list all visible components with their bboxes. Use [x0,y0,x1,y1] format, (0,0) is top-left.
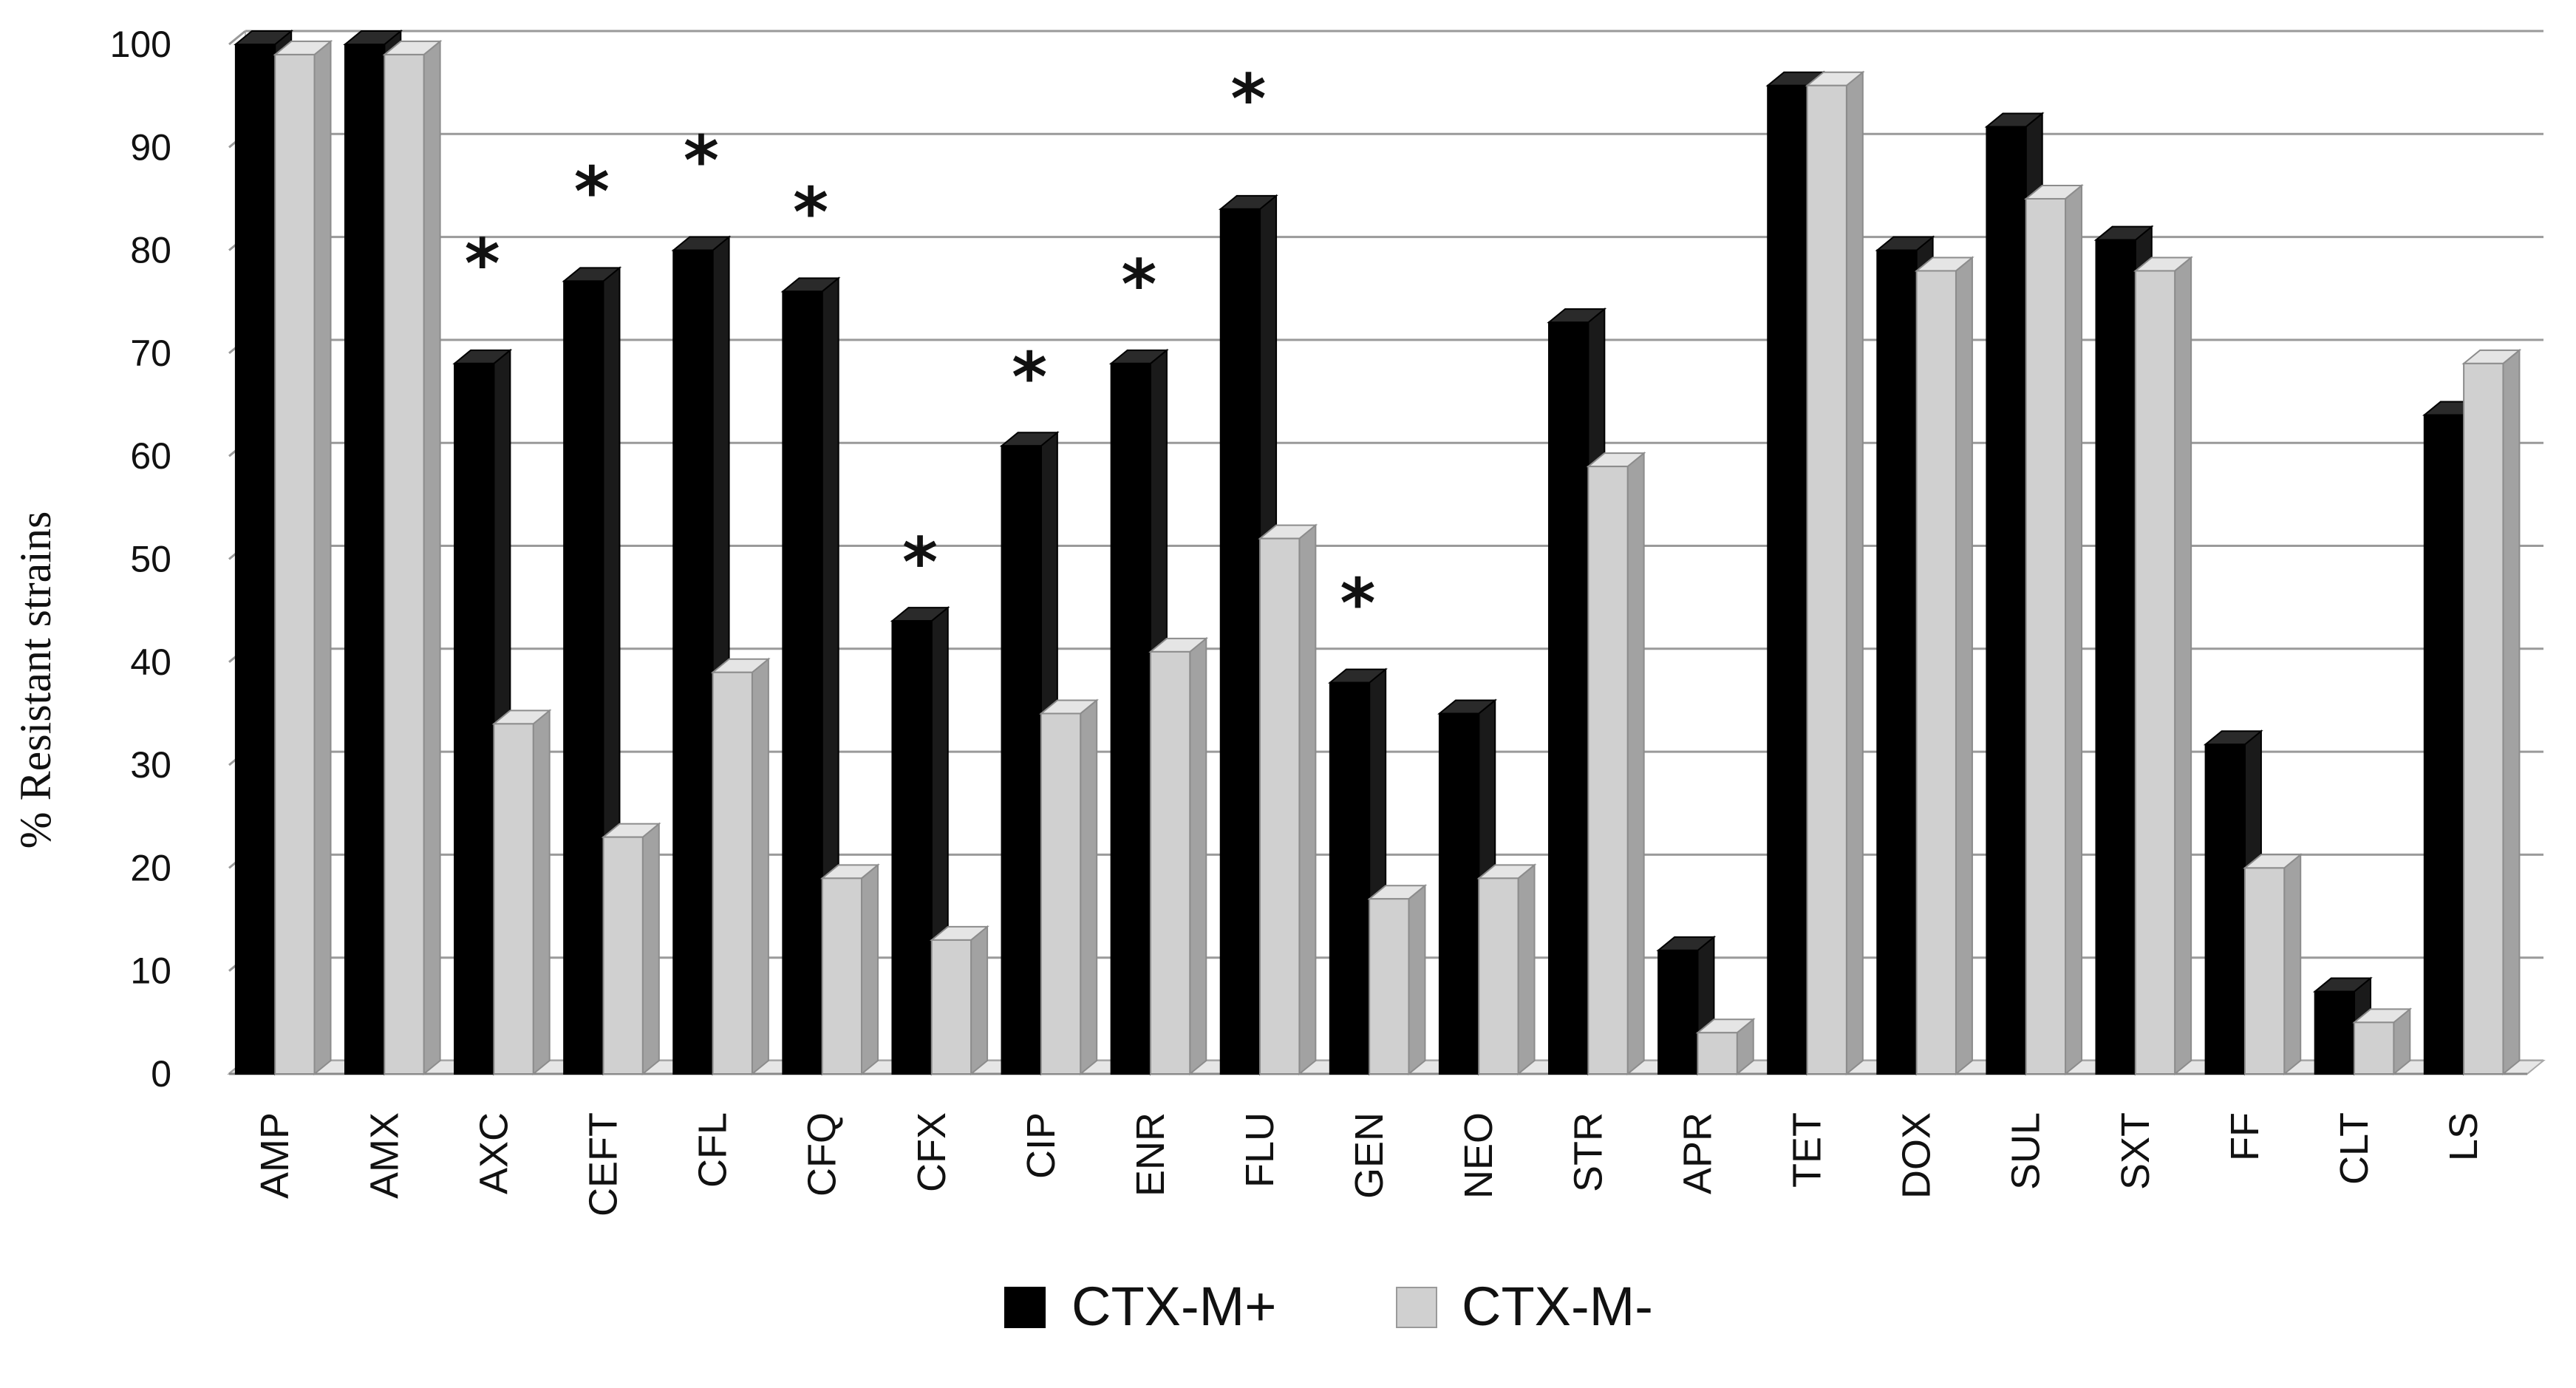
bar-amx-ctx-m-minus [382,39,443,1076]
significance-star-gen: * [1340,564,1375,643]
legend-swatch-ctx-m-plus [1004,1287,1046,1328]
bar-ls-ctx-m-minus [2461,348,2522,1076]
x-tick-label-cfx: CFX [910,1112,954,1192]
y-axis-label: % Resistant strains [11,511,60,849]
x-tick-label-neo: NEO [1456,1112,1501,1199]
x-tick-label-cip: CIP [1019,1112,1063,1179]
bars [234,29,2522,1076]
x-tick-label-ff: FF [2223,1112,2267,1161]
bar-tet-ctx-m-minus [1805,70,1865,1076]
bar-cfl-ctx-m-minus [710,657,771,1076]
y-tick-label-0: 0 [151,1053,171,1095]
significance-star-cfq: * [793,173,828,252]
x-tick-label-dox: DOX [1895,1112,1939,1199]
x-tick-label-ceft: CEFT [581,1112,625,1217]
y-tick-label-60: 60 [130,435,171,477]
x-tick-label-cfq: CFQ [800,1112,845,1197]
bar-amp-ctx-m-minus [273,39,333,1076]
bar-enr-ctx-m-minus [1148,636,1209,1076]
bar-axc-ctx-m-minus [491,709,552,1076]
y-tick-label-80: 80 [130,230,171,271]
y-tick-label-90: 90 [130,126,171,168]
bar-apr-ctx-m-minus [1695,1018,1756,1076]
significance-star-enr: * [1121,245,1156,324]
bar-cfx-ctx-m-minus [929,925,989,1076]
significance-star-cfl: * [684,121,719,200]
x-tick-label-clt: CLT [2332,1112,2376,1185]
x-tick-label-flu: FLU [1238,1112,1282,1188]
y-tick-label-20: 20 [130,847,171,888]
significance-star-cfx: * [902,523,938,602]
significance-star-axc: * [465,225,500,304]
x-tick-label-sxt: SXT [2113,1112,2158,1190]
bar-dox-ctx-m-minus [1914,256,1974,1076]
x-tick-label-tet: TET [1785,1112,1830,1188]
y-tick-label-100: 100 [110,24,171,65]
significance-markers: * * * * * * * * * [465,60,1376,644]
bar-flu-ctx-m-minus [1258,523,1318,1076]
bar-cip-ctx-m-minus [1039,698,1099,1076]
x-tick-label-amp: AMP [253,1112,297,1199]
legend-swatch-ctx-m-minus [1396,1287,1437,1328]
y-tick-label-10: 10 [130,950,171,992]
significance-star-flu: * [1230,60,1266,139]
significance-star-ceft: * [574,152,610,231]
bar-cfq-ctx-m-plus [780,276,841,1076]
x-axis-labels: AMP AMX AXC CEFT CFL CFQ CFX CIP ENR FLU GEN NEO STR… [253,1112,2486,1217]
x-tick-label-gen: GEN [1347,1112,1391,1199]
x-tick-label-str: STR [1566,1112,1610,1192]
x-tick-label-axc: AXC [471,1112,516,1194]
x-tick-label-cfl: CFL [691,1112,735,1188]
y-tick-label-70: 70 [130,333,171,374]
y-tick-label-30: 30 [130,744,171,786]
y-tick-label-40: 40 [130,642,171,683]
bar-ceft-ctx-m-minus [601,822,661,1076]
legend: CTX-M+ CTX-M- [1004,1276,1653,1337]
bar-str-ctx-m-minus [1586,452,1646,1076]
bar-cfq-ctx-m-minus [820,863,880,1076]
legend-label-ctx-m-minus: CTX-M- [1462,1276,1653,1337]
legend-label-ctx-m-plus: CTX-M+ [1071,1276,1277,1337]
x-tick-label-ls: LS [2442,1112,2486,1161]
bar-sxt-ctx-m-minus [2133,256,2193,1076]
bar-neo-ctx-m-minus [1476,863,1537,1076]
bar-ff-ctx-m-minus [2243,853,2303,1076]
x-tick-label-enr: ENR [1128,1112,1173,1197]
y-tick-label-50: 50 [130,539,171,580]
x-tick-label-amx: AMX [362,1112,406,1199]
y-axis-ticks: 0 10 20 30 40 50 60 70 80 90 100 [110,24,171,1095]
bar-gen-ctx-m-minus [1367,884,1428,1076]
bar-clt-ctx-m-minus [2352,1007,2413,1076]
x-tick-label-sul: SUL [2004,1112,2048,1190]
bar-sul-ctx-m-minus [2023,183,2084,1076]
x-tick-label-apr: APR [1675,1112,1720,1194]
significance-star-cip: * [1012,338,1047,417]
